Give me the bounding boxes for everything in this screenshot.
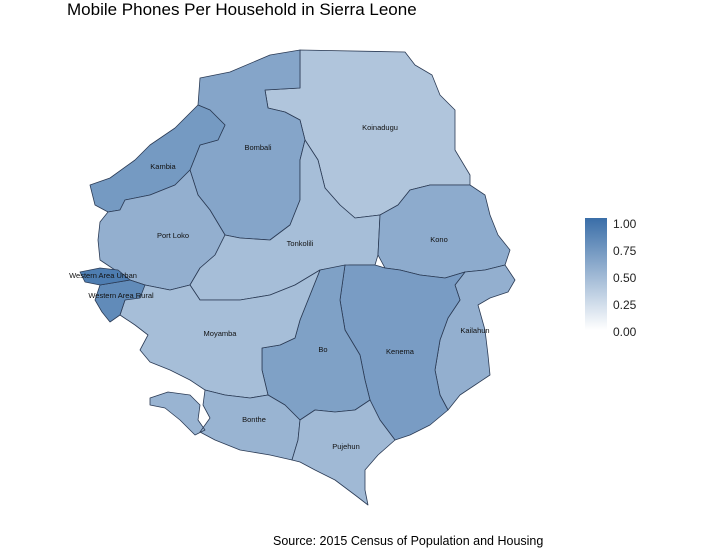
region-moyamba[interactable] — [119, 269, 321, 399]
label-pujehun: Pujehun — [332, 442, 360, 451]
label-kenema: Kenema — [386, 347, 415, 356]
legend-tick-1-00: 1.00 — [613, 217, 637, 231]
label-western-area-rural: Western Area Rural — [88, 291, 154, 300]
label-port-loko: Port Loko — [157, 231, 189, 240]
label-moyamba: Moyamba — [204, 329, 238, 338]
label-tonkolili: Tonkolili — [287, 239, 314, 248]
label-western-area-urban: Western Area Urban — [69, 271, 137, 280]
legend-tick-0-25: 0.25 — [613, 298, 637, 312]
label-bombali: Bombali — [244, 143, 271, 152]
label-bo: Bo — [318, 345, 327, 354]
legend-tick-0-00: 0.00 — [613, 325, 637, 339]
source-caption: Source: 2015 Census of Population and Ho… — [273, 534, 544, 548]
region-western-area-urban[interactable] — [79, 267, 131, 286]
region-pujehun[interactable] — [291, 399, 396, 506]
label-kailahun: Kailahun — [460, 326, 489, 335]
legend-tick-0-50: 0.50 — [613, 271, 637, 285]
region-bonthe[interactable] — [149, 389, 301, 461]
label-koinadugu: Koinadugu — [362, 123, 398, 132]
label-kono: Kono — [430, 235, 448, 244]
legend-colorbar — [585, 218, 607, 330]
legend-tick-0-75: 0.75 — [613, 244, 637, 258]
map-title: Mobile Phones Per Household in Sierra Le… — [67, 0, 417, 19]
label-kambia: Kambia — [150, 162, 176, 171]
label-bonthe: Bonthe — [242, 415, 266, 424]
